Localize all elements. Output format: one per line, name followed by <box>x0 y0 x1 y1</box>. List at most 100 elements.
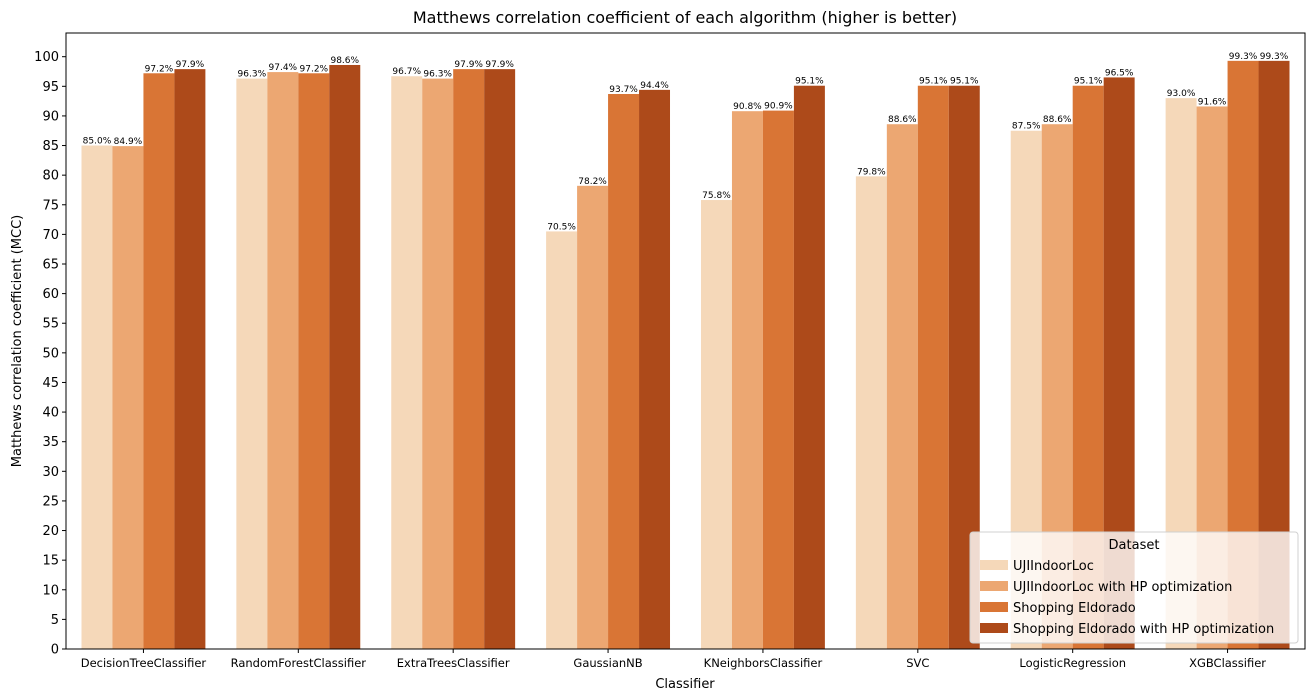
data-label: 97.9% <box>485 60 514 70</box>
data-label: 99.3% <box>1260 52 1289 62</box>
y-tick-label: 0 <box>51 643 59 658</box>
x-tick-label: KNeighborsClassifier <box>704 656 823 670</box>
y-tick-label: 65 <box>42 258 59 273</box>
y-tick-label: 10 <box>42 583 59 598</box>
bar <box>391 76 423 649</box>
chart-title: Matthews correlation coefficient of each… <box>413 8 957 27</box>
bar <box>81 145 113 650</box>
data-label: 95.1% <box>795 77 824 87</box>
y-tick-label: 25 <box>42 494 59 509</box>
data-label: 96.5% <box>1105 68 1134 78</box>
data-label: 97.9% <box>454 60 483 70</box>
y-tick-label: 90 <box>42 109 59 124</box>
x-tick-label: XGBClassifier <box>1189 656 1266 670</box>
y-tick-label: 15 <box>42 554 59 569</box>
data-label: 84.9% <box>114 137 143 147</box>
y-tick-label: 40 <box>42 406 59 421</box>
x-tick-label: DecisionTreeClassifier <box>81 656 207 670</box>
data-label: 97.4% <box>269 63 298 73</box>
bar <box>298 73 330 650</box>
x-tick-label: RandomForestClassifier <box>231 656 367 670</box>
data-label: 75.8% <box>702 191 731 201</box>
x-tick-label: LogisticRegression <box>1019 656 1126 670</box>
bar <box>917 85 949 649</box>
y-axis-label: Matthews correlation coefficient (MCC) <box>10 215 25 467</box>
bar <box>577 185 609 650</box>
y-tick-label: 35 <box>42 435 59 450</box>
data-label: 88.6% <box>888 115 917 125</box>
y-tick-label: 20 <box>42 524 59 539</box>
y-tick-label: 100 <box>34 50 59 65</box>
data-label: 79.8% <box>857 167 886 177</box>
data-label: 96.3% <box>238 70 267 80</box>
y-tick-label: 85 <box>42 139 59 154</box>
data-label: 78.2% <box>578 177 607 187</box>
data-label: 87.5% <box>1012 122 1041 132</box>
bar <box>855 176 887 650</box>
y-tick-label: 70 <box>42 228 59 243</box>
legend-entry: Shopping Eldorado with HP optimization <box>1013 622 1274 637</box>
y-tick-label: 55 <box>42 317 59 332</box>
y-tick-label: 45 <box>42 376 59 391</box>
bar <box>112 146 144 649</box>
data-label: 93.0% <box>1167 89 1196 99</box>
legend-title: Dataset <box>1109 538 1160 553</box>
bar <box>236 78 268 650</box>
bar <box>546 231 578 649</box>
data-label: 95.1% <box>1074 77 1103 87</box>
bar <box>731 111 763 649</box>
legend-swatch <box>980 623 1008 633</box>
legend-swatch <box>980 581 1008 591</box>
data-label: 96.7% <box>392 67 421 77</box>
data-label: 90.8% <box>733 102 762 112</box>
y-tick-label: 80 <box>42 169 59 184</box>
y-tick-label: 95 <box>42 80 59 95</box>
bar <box>762 110 794 650</box>
data-label: 95.1% <box>919 77 948 87</box>
data-label: 88.6% <box>1043 115 1072 125</box>
legend-entry: Shopping Eldorado <box>1013 601 1136 616</box>
x-axis-label: Classifier <box>655 677 715 692</box>
legend-entry: UJIIndoorLoc <box>1013 559 1094 574</box>
x-tick-label: GaussianNB <box>573 656 642 670</box>
bar <box>793 85 825 649</box>
y-tick-label: 75 <box>42 198 59 213</box>
data-label: 97.2% <box>145 64 174 74</box>
data-label: 99.3% <box>1229 52 1258 62</box>
data-label: 98.6% <box>330 56 359 66</box>
bar <box>329 64 361 649</box>
data-label: 95.1% <box>950 77 979 87</box>
data-label: 70.5% <box>547 222 576 232</box>
bar <box>608 94 640 649</box>
bar <box>700 200 732 649</box>
data-label: 90.9% <box>764 102 793 112</box>
bar <box>267 72 299 650</box>
y-tick-label: 60 <box>42 287 59 302</box>
axes-frame <box>65 32 1306 650</box>
x-tick-label: SVC <box>906 656 929 670</box>
data-label: 97.2% <box>300 64 329 74</box>
legend: Dataset UJIIndoorLoc UJIIndoorLoc with HP … <box>969 531 1299 644</box>
legend-swatch <box>980 560 1008 570</box>
legend-box <box>969 531 1299 644</box>
data-label: 85.0% <box>83 137 112 147</box>
legend-entry: UJIIndoorLoc with HP optimization <box>1013 580 1232 595</box>
y-tick-label: 5 <box>51 613 59 628</box>
bar <box>174 69 206 650</box>
data-label: 97.9% <box>176 60 205 70</box>
legend-swatch <box>980 602 1008 612</box>
data-label: 96.3% <box>423 70 452 80</box>
data-label: 91.6% <box>1198 97 1227 107</box>
x-tick-label: ExtraTreesClassifier <box>397 656 510 670</box>
data-label: 94.4% <box>640 81 669 91</box>
y-tick-label: 50 <box>42 346 59 361</box>
bar <box>453 69 485 650</box>
bar <box>886 124 918 649</box>
data-label: 93.7% <box>609 85 638 95</box>
bar <box>143 73 175 650</box>
bar <box>484 69 516 650</box>
bar <box>422 78 454 650</box>
y-tick-label: 30 <box>42 465 59 480</box>
bar <box>639 89 671 649</box>
